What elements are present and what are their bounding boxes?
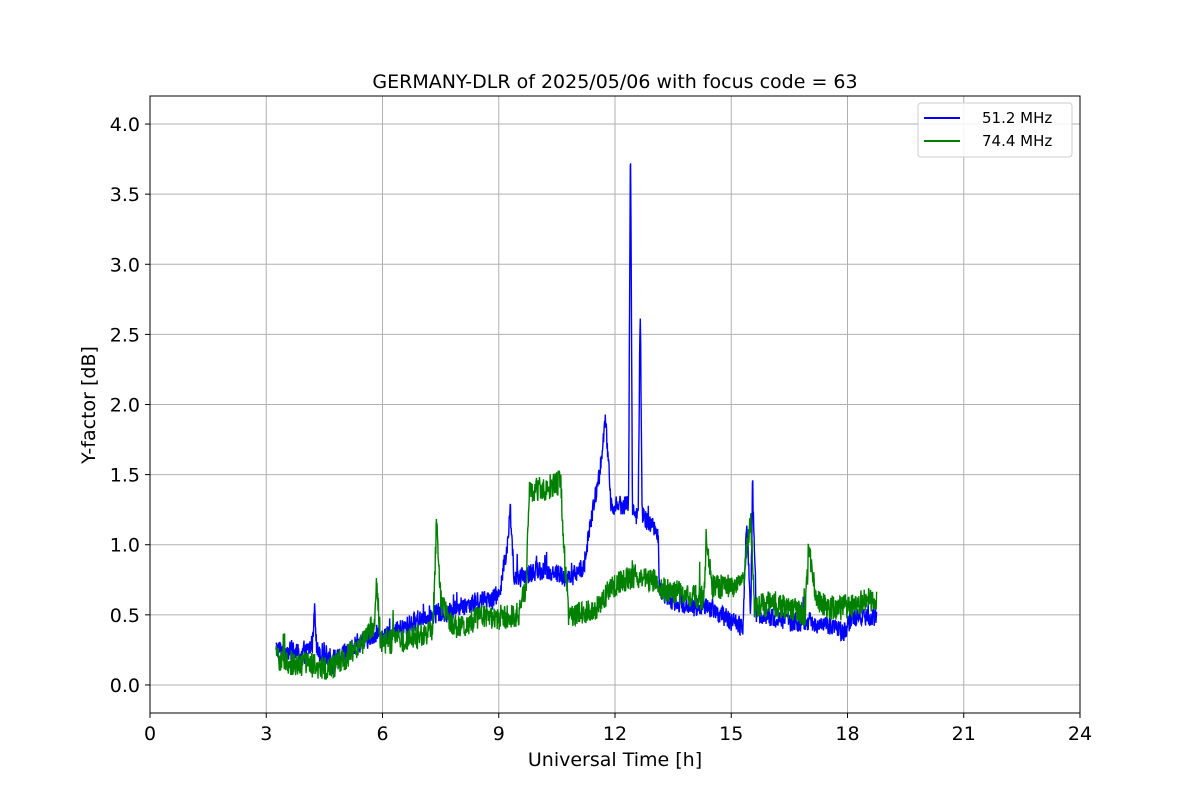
y-tick-label: 3.0 — [110, 254, 140, 276]
x-tick-label: 0 — [144, 723, 156, 745]
x-tick-label: 21 — [952, 723, 976, 745]
legend-box — [917, 102, 1073, 158]
legend: 51.2 MHz 74.4 MHz — [917, 102, 1073, 158]
y-tick-label: 1.0 — [110, 535, 140, 557]
chart-title: GERMANY-DLR of 2025/05/06 with focus cod… — [372, 71, 857, 93]
plot-lines — [275, 163, 878, 680]
x-tick-label: 6 — [376, 723, 388, 745]
x-axis: 0 3 6 9 12 15 18 21 24 — [144, 713, 1092, 745]
series-line-0 — [275, 163, 878, 675]
x-tick-label: 24 — [1068, 723, 1092, 745]
y-axis-label: Y-factor [dB] — [78, 346, 100, 465]
x-tick-label: 3 — [260, 723, 272, 745]
y-tick-label: 3.5 — [110, 184, 140, 206]
y-tick-label: 4.0 — [110, 114, 140, 136]
series-line-1 — [275, 470, 878, 680]
y-tick-label: 0.0 — [110, 675, 140, 697]
x-axis-label: Universal Time [h] — [528, 749, 702, 771]
y-tick-label: 0.5 — [110, 605, 140, 627]
x-tick-label: 18 — [835, 723, 859, 745]
x-tick-label: 15 — [719, 723, 743, 745]
legend-label-51-mhz: 51.2 MHz — [982, 109, 1052, 127]
x-tick-label: 12 — [603, 723, 627, 745]
y-tick-label: 2.0 — [110, 395, 140, 417]
y-tick-label: 2.5 — [110, 324, 140, 346]
x-tick-label: 9 — [493, 723, 505, 745]
y-tick-label: 1.5 — [110, 465, 140, 487]
legend-label-74-mhz: 74.4 MHz — [982, 132, 1052, 150]
y-axis: 0.0 0.5 1.0 1.5 2.0 2.5 3.0 3.5 4.0 — [110, 114, 150, 697]
